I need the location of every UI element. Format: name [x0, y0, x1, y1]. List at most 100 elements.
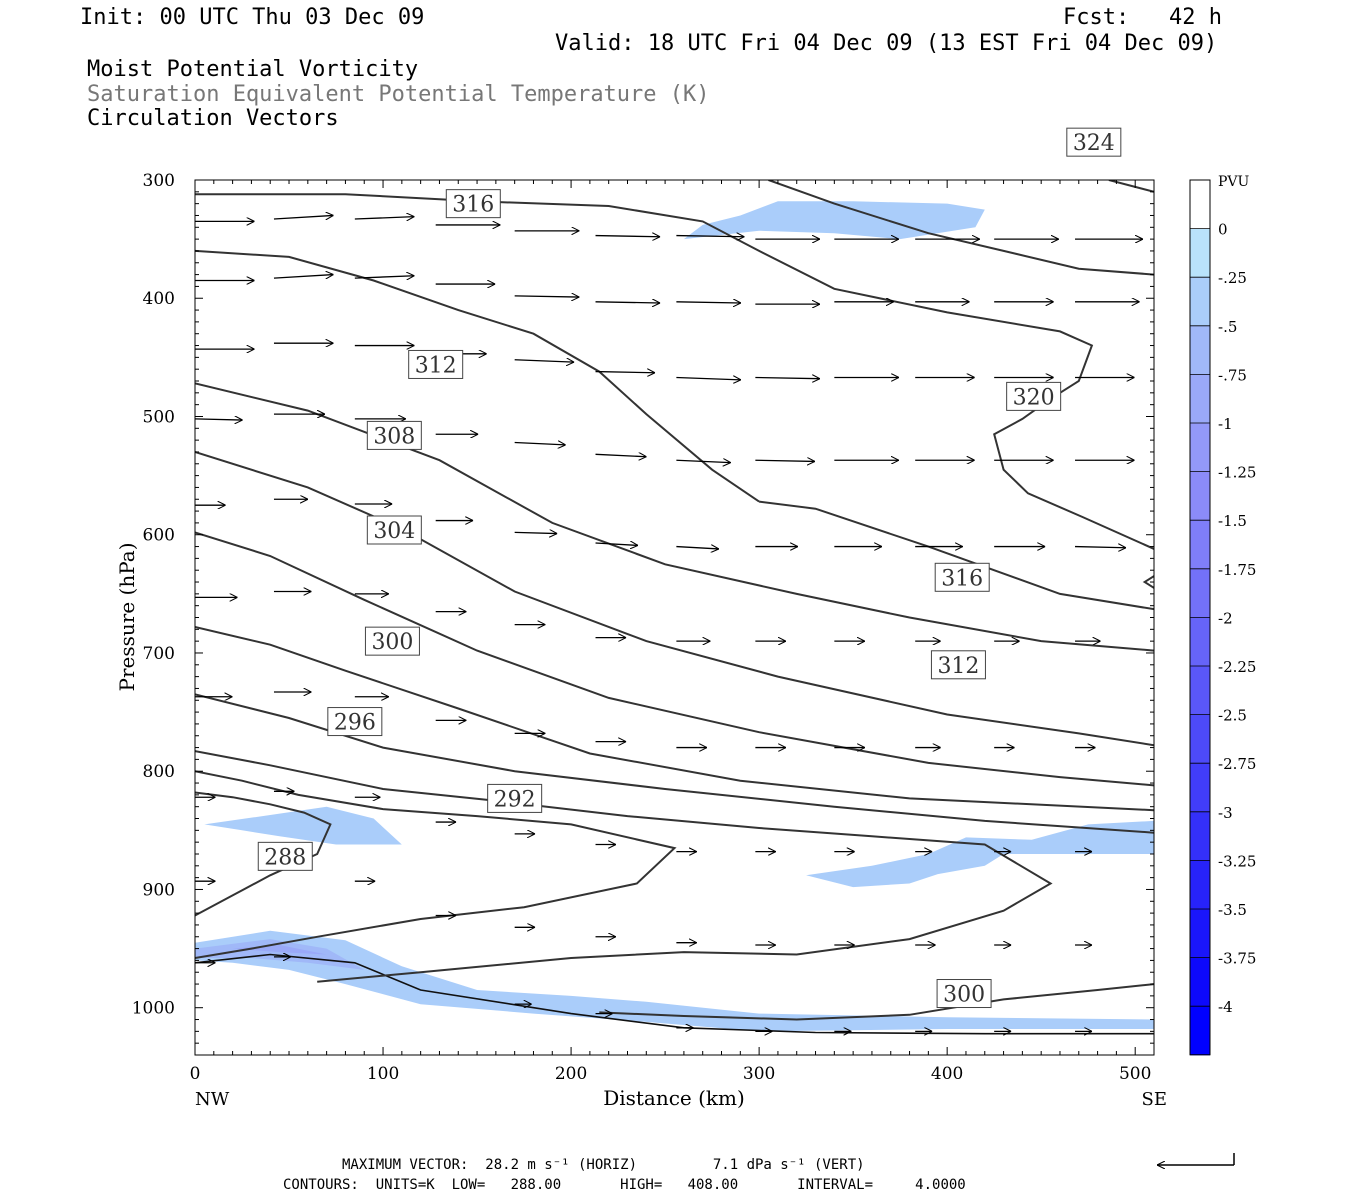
colorbar-label: -3.25 — [1218, 852, 1256, 870]
y-tick-label: 800 — [143, 762, 175, 782]
colorbar-unit: PVU — [1218, 174, 1250, 190]
contour-line — [195, 193, 1154, 550]
colorbar-label: -1.5 — [1218, 512, 1247, 530]
contour-line — [195, 451, 1154, 747]
x-tick-label: 400 — [931, 1064, 963, 1084]
colorbar-label: -2.25 — [1218, 658, 1256, 676]
vector-arrow — [514, 296, 580, 297]
colorbar-label: -2.5 — [1218, 707, 1247, 725]
pv-region — [204, 806, 402, 845]
colorbar-swatch — [1190, 763, 1210, 813]
reference-vector — [1157, 1153, 1235, 1165]
contour-label: 300 — [371, 630, 413, 655]
y-tick-label: 500 — [143, 407, 175, 427]
y-axis-title: Pressure (hPa) — [115, 543, 139, 692]
vector-arrow — [595, 543, 639, 545]
vector-arrow — [755, 377, 820, 378]
colorbar-label: -2.75 — [1218, 755, 1256, 773]
contour-label-box — [487, 783, 543, 813]
contour-label: 320 — [1013, 385, 1055, 410]
colorbar-label: -3.5 — [1218, 901, 1247, 919]
colorbar-swatch — [1190, 860, 1210, 910]
colorbar-swatch — [1190, 374, 1210, 424]
theta-contours — [195, 180, 1154, 1035]
vector-arrow — [676, 302, 741, 303]
colorbar-label: -.25 — [1218, 269, 1247, 287]
contour-label: 296 — [334, 711, 376, 736]
vector-arrow — [595, 236, 661, 237]
contour-label: 312 — [415, 353, 457, 378]
vector-arrow — [514, 443, 566, 445]
contour-line — [1142, 575, 1154, 589]
circulation-vectors — [195, 215, 1144, 1031]
contour-label-box — [366, 515, 422, 545]
colorbar-swatch — [1190, 666, 1210, 716]
x-tick-label: 200 — [555, 1064, 587, 1084]
valid-time: Valid: 18 UTC Fri 04 Dec 09 (13 EST Fri … — [555, 31, 1218, 56]
contour-labels: 288 292 296 300 300 304 308 312 316 316 312 320 324 — [257, 127, 1122, 1009]
vector-arrow — [273, 275, 334, 279]
colorbar-label: -4 — [1218, 998, 1233, 1016]
colorbar-label: -1.25 — [1218, 464, 1256, 482]
contour-label-box — [364, 626, 420, 656]
contour-line — [758, 500, 1154, 611]
contour-label-box — [930, 650, 986, 680]
init-time: Init: 00 UTC Thu 03 Dec 09 — [80, 5, 425, 30]
title-line-3: Circulation Vectors — [87, 106, 339, 131]
colorbar-label: -.75 — [1218, 366, 1247, 384]
contour-line — [195, 750, 1053, 983]
contour-label-box — [327, 707, 383, 737]
colorbar-swatch — [1190, 325, 1210, 375]
vector-arrow — [676, 236, 744, 237]
y-tick-label: 700 — [143, 644, 175, 664]
contour-line — [195, 770, 677, 959]
x-tick-label: 300 — [743, 1064, 775, 1084]
colorbar-label: -3 — [1218, 804, 1233, 822]
contour-line — [195, 626, 1154, 812]
colorbar-swatch — [1190, 811, 1210, 861]
vector-arrow — [595, 454, 647, 456]
colorbar-swatch — [1190, 714, 1210, 764]
vector-arrow — [195, 419, 243, 420]
y-tick-label: 400 — [143, 289, 175, 309]
axes: 0 100 200 300 400 500 300 400 500 600 700 800 900 100… — [132, 171, 1155, 1084]
colorbar-swatch — [1190, 180, 1210, 230]
contour-label-box — [934, 562, 990, 592]
vector-arrow — [354, 217, 415, 219]
vector-arrow — [676, 547, 719, 549]
contour-label: 312 — [937, 654, 979, 679]
contour-label: 308 — [373, 424, 415, 449]
colorbar-swatch — [1190, 909, 1210, 959]
contour-line — [195, 693, 1154, 834]
x-axis-title: Distance (km) — [603, 1086, 745, 1110]
colorbar-label: -1 — [1218, 415, 1233, 433]
contour-label-box — [445, 189, 501, 219]
colorbar-swatch — [1190, 1006, 1210, 1056]
contour-label: 324 — [1073, 131, 1115, 156]
contour-label-box — [408, 349, 464, 379]
contour-line — [195, 382, 1154, 652]
contour-label-box — [1006, 381, 1062, 411]
colorbar-swatch — [1190, 957, 1210, 1007]
pv-region — [806, 820, 1154, 888]
colorbar-label: -1.75 — [1218, 561, 1256, 579]
contour-label-box — [1066, 127, 1122, 157]
contour-label-box — [257, 841, 313, 871]
pv-colorbar: 0 -.25 -.5 -.75 -1 -1.25 -1.5 -1.75 -2 -2.25 -2.5 -… — [1189, 179, 1256, 1056]
pv-region — [683, 201, 985, 240]
contour-label: 304 — [373, 519, 415, 544]
contour-label: 316 — [941, 566, 983, 591]
x-tick-label: 100 — [367, 1064, 399, 1084]
colorbar-swatch — [1190, 423, 1210, 473]
y-tick-label: 300 — [143, 171, 175, 191]
contour-label-box — [936, 979, 992, 1009]
contour-line — [599, 983, 1154, 1021]
plot-frame — [194, 179, 1155, 1056]
colorbar-swatch — [1190, 277, 1210, 327]
contour-line — [195, 791, 332, 917]
vector-arrow — [755, 460, 815, 461]
x-tick-label: 500 — [1119, 1064, 1151, 1084]
contour-label: 292 — [494, 787, 536, 812]
colorbar-swatch — [1190, 520, 1210, 570]
